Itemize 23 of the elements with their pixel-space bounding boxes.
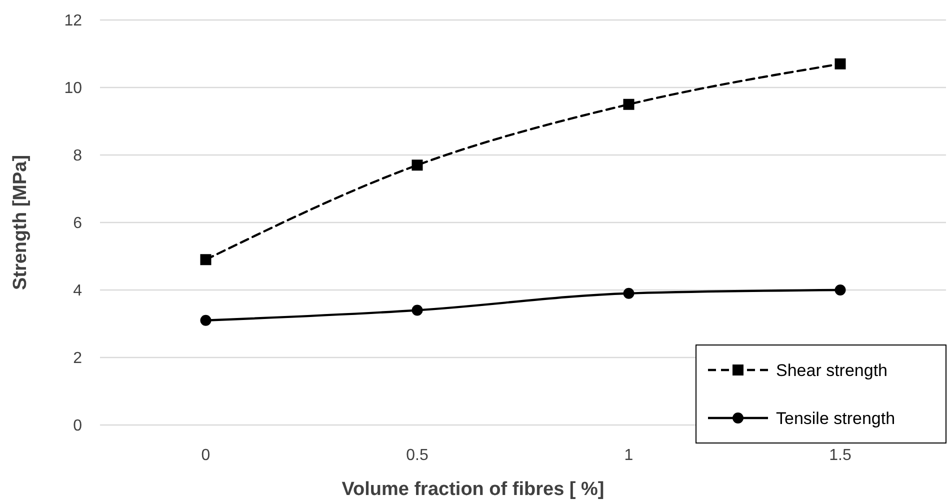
x-axis-title: Volume fraction of fibres [ %]: [342, 479, 604, 500]
y-tick-label: 10: [64, 80, 82, 98]
point: [412, 304, 423, 316]
x-tick-label: 0: [201, 447, 210, 464]
y-tick-label: 0: [73, 418, 82, 435]
x-tick-label: 1: [624, 447, 634, 464]
legend-label: Shear strength: [776, 360, 888, 380]
point: [834, 284, 846, 296]
y-tick-label: 12: [64, 12, 82, 30]
point: [200, 254, 212, 266]
point: [200, 314, 212, 326]
x-tick-label: 1.5: [829, 447, 852, 464]
y-axis-title: Strength [MPa]: [10, 154, 31, 290]
x-tick-label: 0.5: [406, 447, 428, 464]
legend-label: Tensile strength: [776, 408, 896, 428]
point: [623, 288, 634, 299]
y-tick-label: 6: [73, 215, 82, 232]
point: [834, 58, 846, 70]
point: [623, 98, 634, 110]
point: [412, 160, 423, 171]
y-tick-label: 4: [73, 282, 82, 300]
y-tick-label: 2: [73, 350, 82, 368]
y-tick-label: 8: [73, 148, 82, 165]
